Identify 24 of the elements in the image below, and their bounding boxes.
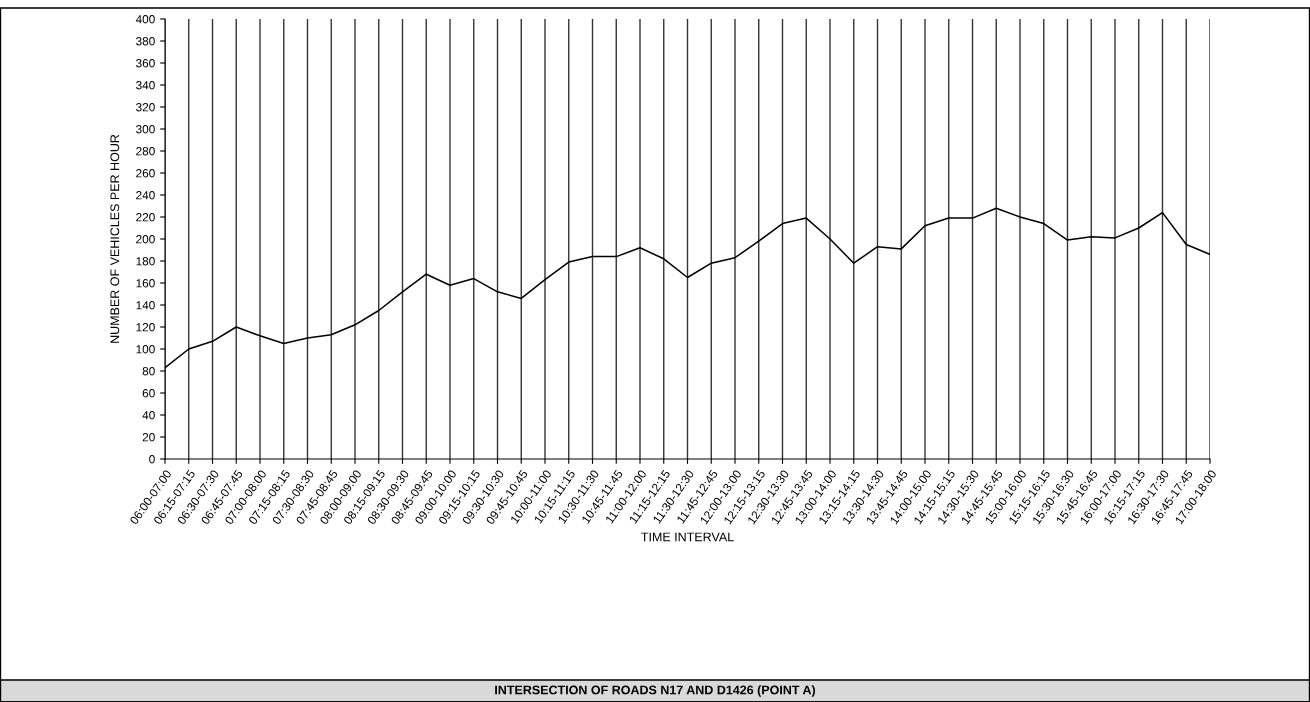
y-tick-label: 200 <box>136 235 155 244</box>
text: INTERSECTION OF ROADS N17 AND D1426 (POINT A) <box>495 685 816 697</box>
y-tick-label: 120 <box>136 323 155 332</box>
y-tick-label: 160 <box>136 279 155 288</box>
y-axis-title: NUMBER OF VEHICLES PER HOUR <box>110 134 120 343</box>
y-tick-label: 380 <box>136 37 155 46</box>
x-axis-title: TIME INTERVAL <box>641 532 734 542</box>
y-tick-label: 360 <box>136 59 155 68</box>
y-tick-label: 80 <box>142 367 155 376</box>
y-tick-label: 0 <box>149 455 155 464</box>
y-tick-label: 40 <box>142 411 155 420</box>
y-tick-label: 340 <box>136 81 155 90</box>
y-tick-label: 280 <box>136 147 155 156</box>
y-tick-label: 140 <box>136 301 155 310</box>
y-tick-label: 180 <box>136 257 155 266</box>
y-tick-label: 300 <box>136 125 155 134</box>
y-tick-label: 400 <box>135 15 155 24</box>
y-tick-label: 240 <box>136 191 155 200</box>
y-tick-label: 260 <box>136 169 155 178</box>
y-tick-label: 100 <box>136 345 155 354</box>
y-tick-label: 220 <box>136 213 155 222</box>
y-tick-label: 320 <box>136 103 155 112</box>
y-tick-label: 60 <box>142 389 155 398</box>
y-tick-label: 20 <box>142 433 155 442</box>
